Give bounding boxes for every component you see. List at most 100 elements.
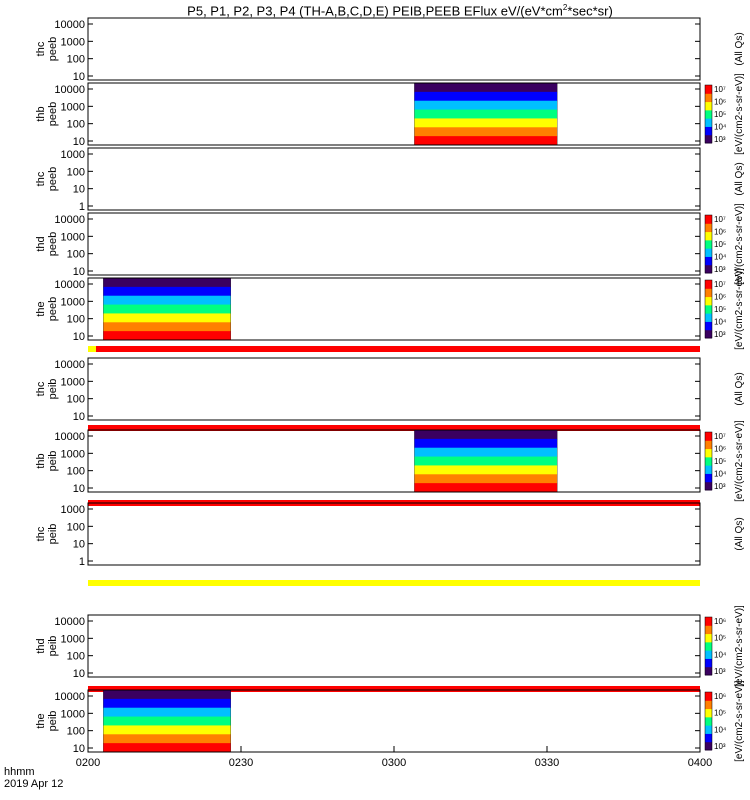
y-tick-label: 100 [67, 726, 85, 738]
spectrogram-band [103, 278, 231, 288]
y-tick-label: 100 [67, 249, 85, 261]
colorbar-segment [705, 650, 712, 659]
y-tick-label: 1 [79, 556, 85, 568]
colorbar-segment [705, 692, 712, 701]
spectrogram-band [414, 127, 558, 137]
product-label: peib [47, 451, 59, 472]
title-superscript: 2 [562, 3, 568, 12]
colorbar-label: (All Qs) [734, 162, 745, 195]
y-tick-label: 10000 [54, 691, 85, 703]
y-tick-label: 100 [67, 166, 85, 178]
colorbar-segment [705, 440, 712, 450]
colorbar-segment [705, 741, 712, 751]
colorbar-label: [eV/(cm2-s-sr-eV)] [734, 680, 745, 762]
colorbar-tick-label: 10⁵ [714, 634, 726, 643]
y-tick-label: 100 [67, 466, 85, 478]
panel-frame [87, 614, 701, 678]
y-tick-label: 10000 [54, 359, 85, 371]
y-tick-label: 10000 [54, 431, 85, 443]
y-tick-label: 100 [67, 119, 85, 131]
product-label: peeb [47, 37, 59, 61]
colorbar-segment [705, 280, 712, 289]
title-text: P5, P1, P2, P3, P4 (TH-A,B,C,D,E) PEIB,P… [187, 3, 563, 19]
spectrogram-band [414, 100, 558, 111]
colorbar-label: [eV/(cm2-s-sr-eV)] [734, 268, 745, 350]
status-strip [88, 580, 700, 586]
y-tick-label: 10 [73, 71, 85, 83]
colorbar-segment [705, 716, 712, 726]
spectrogram-band [103, 322, 231, 332]
colorbar-tick-label: 10⁴ [714, 253, 727, 262]
colorbar-tick-label: 10⁴ [714, 725, 727, 734]
colorbar-label: [eV/(cm2-s-sr-eV)] [734, 420, 745, 502]
y-tick-label: 1000 [61, 296, 85, 308]
colorbar-segment [705, 725, 712, 734]
colorbar-segment [705, 617, 712, 626]
colorbar-frame [704, 214, 713, 274]
colorbar-segment [705, 264, 712, 274]
colorbar-label: [eV/(cm2-s-sr-eV)] [734, 605, 745, 687]
panel-frame [87, 147, 701, 211]
spectrogram-band [414, 474, 558, 484]
probe-label: thc [35, 41, 47, 56]
colorbar-tick-label: 10³ [714, 330, 726, 339]
colorbar-tick-label: 10⁵ [714, 305, 726, 314]
y-tick-label: 1000 [61, 101, 85, 113]
colorbar-tick-label: 10⁶ [714, 692, 726, 701]
colorbar-tick-label: 10⁷ [714, 85, 726, 94]
time-axis-label: hhmm [4, 766, 35, 778]
colorbar-tick-label: 10⁵ [714, 709, 726, 718]
colorbar-tick-label: 10³ [714, 135, 726, 144]
x-tick-label: 0400 [688, 757, 712, 769]
y-tick-label: 10 [73, 184, 85, 196]
x-tick-label: 0330 [535, 757, 559, 769]
colorbar-label: [eV/(cm2-s-sr-eV)] [734, 73, 745, 155]
x-tick-label: 0300 [382, 757, 406, 769]
colorbar-tick-label: 10⁶ [714, 98, 726, 107]
panel-the-peib: 10 100 1000 10000 the peib 10³ 10⁴ 10⁵ 10⁶ [eV/(cm… [35, 680, 745, 762]
y-tick-label: 10000 [54, 214, 85, 226]
colorbar-label: (All Qs) [734, 32, 745, 65]
colorbar-frame [704, 616, 713, 676]
y-tick-label: 10 [73, 668, 85, 680]
probe-label: thc [35, 381, 47, 396]
colorbar-segment [705, 321, 712, 331]
panel-frame [87, 277, 701, 341]
colorbar-segment [705, 118, 712, 127]
probe-label: thb [35, 453, 47, 468]
colorbar-segment [705, 658, 712, 668]
colorbar-segment [705, 288, 712, 298]
y-tick-label: 10000 [54, 84, 85, 96]
colorbar-tick-label: 10³ [714, 667, 726, 676]
x-tick-label: 0230 [229, 757, 253, 769]
panel-thc-peeb: 10 100 1000 10000 thc peeb (All Qs) [35, 17, 745, 83]
colorbar-segment [705, 666, 712, 676]
colorbar-segment [705, 126, 712, 136]
colorbar-segment [705, 93, 712, 103]
colorbar-frame [704, 431, 713, 491]
colorbar-segment [705, 313, 712, 322]
spectrogram-band [414, 465, 558, 475]
product-label: peib [47, 524, 59, 545]
y-tick-label: 1000 [61, 376, 85, 388]
colorbar-segment [705, 134, 712, 144]
spectrogram-band [103, 716, 231, 726]
probe-label: thc [35, 526, 47, 541]
spectrogram-band [414, 109, 558, 119]
colorbar-segment [705, 215, 712, 224]
colorbar-tick-label: 10⁶ [714, 228, 726, 237]
spectrogram-band [103, 304, 231, 314]
colorbar-label: [eV/(cm2-s-sr-eV)] [734, 203, 745, 285]
panel-frame [87, 82, 701, 146]
x-tick-label: 0200 [76, 757, 100, 769]
colorbar-segment [705, 641, 712, 651]
panel-frame [87, 212, 701, 276]
colorbar-segment [705, 231, 712, 241]
panel-thd-peeb: 10 100 1000 10000 thd peeb 10³ 10⁴ 10⁵ 10⁶ 10⁷ [eV/… [35, 203, 745, 285]
spectrogram-band [103, 734, 231, 744]
y-tick-label: 10000 [54, 279, 85, 291]
colorbar-segment [705, 432, 712, 441]
panel-frame [87, 17, 701, 81]
probe-label: thc [35, 171, 47, 186]
y-tick-label: 10 [73, 136, 85, 148]
